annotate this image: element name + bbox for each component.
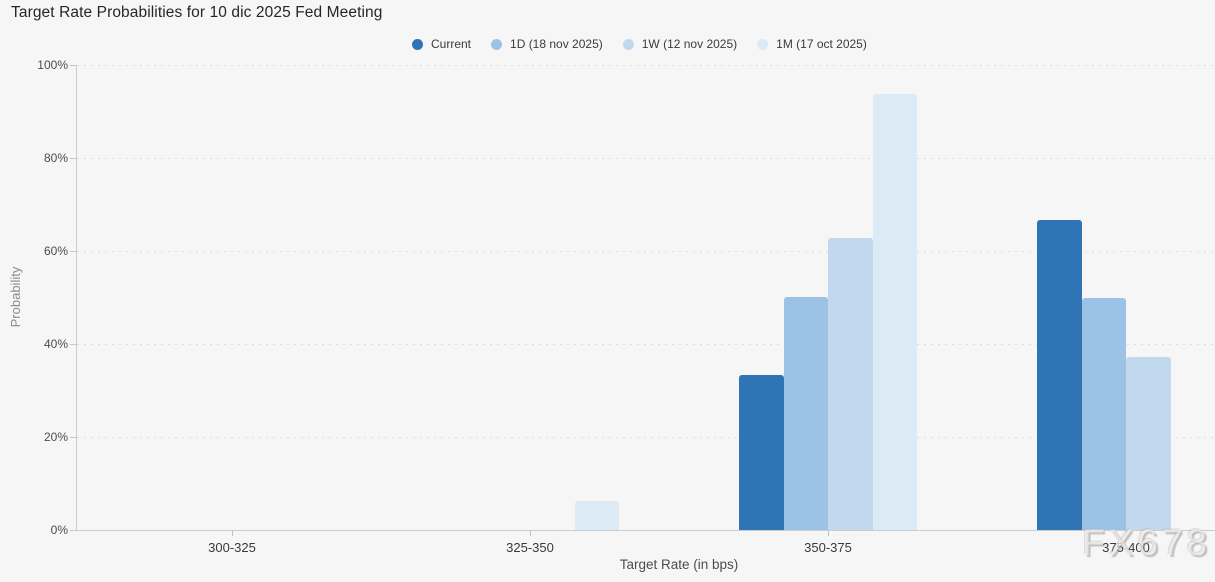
- y-gridline: [77, 437, 1215, 438]
- y-tick-label: 80%: [43, 151, 68, 165]
- legend-label: 1M (17 oct 2025): [776, 37, 867, 51]
- x-tick-mark: [828, 531, 829, 536]
- legend-item-current[interactable]: Current: [412, 37, 471, 51]
- x-tick-mark: [1126, 531, 1127, 536]
- y-gridline: [77, 158, 1215, 159]
- y-tick-label: 100%: [37, 58, 68, 72]
- legend-item-1d-18-nov-2025[interactable]: 1D (18 nov 2025): [491, 37, 603, 51]
- x-tick-label: 350-375: [804, 540, 852, 555]
- chart-legend: Current 1D (18 nov 2025) 1W (12 nov 2025) 1…: [412, 37, 867, 51]
- bar-current-375-400[interactable]: [1037, 220, 1082, 530]
- y-tick-mark: [70, 437, 76, 438]
- legend-dot-1d-18-nov-2025: [491, 38, 503, 50]
- x-tick-label: 300-325: [208, 540, 256, 555]
- bar-1d-18-nov-2025-350-375[interactable]: [783, 296, 828, 530]
- legend-dot-1m-17-oct-2025: [757, 38, 769, 50]
- y-gridline: [77, 65, 1215, 66]
- y-axis-line: [76, 65, 77, 530]
- legend-item-1m-17-oct-2025[interactable]: 1M (17 oct 2025): [757, 37, 867, 51]
- y-tick-label: 60%: [43, 244, 68, 258]
- bar-current-350-375[interactable]: [739, 374, 784, 530]
- legend-dot-current: [412, 38, 423, 50]
- y-tick-mark: [70, 344, 76, 345]
- bar-1d-18-nov-2025-375-400[interactable]: [1081, 298, 1126, 530]
- y-gridline: [77, 251, 1215, 252]
- x-tick-mark: [530, 531, 531, 536]
- legend-label: 1D (18 nov 2025): [510, 37, 603, 51]
- bar-1w-12-nov-2025-375-400[interactable]: [1126, 356, 1171, 530]
- y-tick-label: 20%: [43, 430, 68, 444]
- x-tick-mark: [232, 531, 233, 536]
- y-tick-label: 0%: [50, 523, 68, 537]
- chart-title: Target Rate Probabilities for 10 dic 202…: [11, 4, 383, 21]
- x-tick-label: 375-400: [1102, 540, 1150, 555]
- y-tick-label: 40%: [43, 337, 68, 351]
- y-tick-mark: [70, 65, 76, 66]
- y-tick-mark: [70, 530, 76, 531]
- bar-1m-17-oct-2025-325-350[interactable]: [574, 500, 619, 530]
- y-tick-mark: [70, 251, 76, 252]
- x-axis-title: Target Rate (in bps): [619, 557, 739, 572]
- legend-label: 1W (12 nov 2025): [641, 37, 738, 51]
- bar-1m-17-oct-2025-350-375[interactable]: [872, 94, 917, 530]
- legend-item-1w-12-nov-2025[interactable]: 1W (12 nov 2025): [622, 37, 738, 51]
- y-tick-mark: [70, 158, 76, 159]
- x-axis-line: [76, 530, 1215, 531]
- y-gridline: [77, 344, 1215, 345]
- legend-label: Current: [431, 37, 472, 51]
- x-tick-label: 325-350: [506, 540, 554, 555]
- legend-dot-1w-12-nov-2025: [622, 38, 634, 50]
- bar-1w-12-nov-2025-350-375[interactable]: [828, 238, 873, 530]
